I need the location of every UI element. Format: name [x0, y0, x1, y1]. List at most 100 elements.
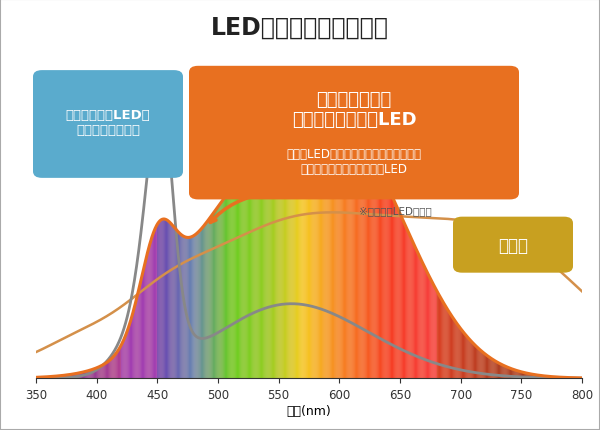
Polygon shape	[463, 332, 464, 378]
Polygon shape	[139, 288, 140, 378]
Polygon shape	[354, 126, 355, 378]
Polygon shape	[217, 207, 218, 378]
Polygon shape	[70, 375, 71, 378]
Polygon shape	[225, 197, 226, 378]
Polygon shape	[437, 291, 438, 378]
Polygon shape	[391, 194, 392, 378]
Polygon shape	[501, 364, 502, 378]
Polygon shape	[428, 274, 429, 378]
Text: コイズミ採用の
太陽光スペクトルLED: コイズミ採用の 太陽光スペクトルLED	[292, 90, 416, 129]
Polygon shape	[134, 305, 136, 378]
Text: 一般的昼光色LEDは
青色の波長が強い: 一般的昼光色LEDは 青色の波長が強い	[65, 109, 151, 136]
Polygon shape	[180, 234, 181, 378]
Polygon shape	[441, 299, 442, 378]
Polygon shape	[320, 101, 321, 378]
Polygon shape	[410, 237, 412, 378]
Polygon shape	[289, 114, 290, 378]
Polygon shape	[397, 208, 398, 378]
Polygon shape	[73, 374, 74, 378]
Polygon shape	[132, 313, 133, 378]
Polygon shape	[515, 370, 517, 378]
Polygon shape	[245, 168, 247, 378]
Polygon shape	[248, 165, 249, 378]
Polygon shape	[288, 115, 289, 378]
Polygon shape	[413, 242, 414, 378]
Polygon shape	[539, 375, 541, 378]
Polygon shape	[383, 178, 385, 378]
Polygon shape	[121, 344, 122, 378]
Polygon shape	[244, 171, 245, 378]
Polygon shape	[83, 372, 84, 378]
Polygon shape	[454, 320, 455, 378]
Polygon shape	[153, 233, 154, 378]
Polygon shape	[194, 235, 196, 378]
Polygon shape	[259, 150, 260, 378]
Polygon shape	[419, 256, 421, 378]
Polygon shape	[61, 376, 62, 378]
Polygon shape	[513, 369, 514, 378]
Polygon shape	[68, 375, 69, 378]
Polygon shape	[140, 283, 141, 378]
Polygon shape	[508, 367, 509, 378]
Polygon shape	[443, 302, 445, 378]
Polygon shape	[478, 348, 479, 378]
Polygon shape	[77, 373, 79, 378]
Polygon shape	[462, 330, 463, 378]
Polygon shape	[415, 247, 416, 378]
Polygon shape	[239, 177, 240, 378]
Polygon shape	[388, 187, 389, 378]
Polygon shape	[275, 129, 276, 378]
Polygon shape	[101, 366, 103, 378]
Polygon shape	[269, 136, 271, 378]
Polygon shape	[509, 368, 510, 378]
Polygon shape	[499, 363, 500, 378]
Polygon shape	[177, 230, 178, 378]
Polygon shape	[342, 113, 343, 378]
Polygon shape	[136, 297, 137, 378]
Polygon shape	[226, 195, 227, 378]
Polygon shape	[326, 103, 328, 378]
Polygon shape	[295, 110, 296, 378]
Polygon shape	[166, 220, 167, 378]
Polygon shape	[205, 224, 206, 378]
Polygon shape	[325, 103, 326, 378]
Polygon shape	[318, 101, 319, 378]
Polygon shape	[141, 278, 142, 378]
Polygon shape	[196, 234, 197, 378]
Polygon shape	[364, 141, 365, 378]
Polygon shape	[352, 123, 353, 378]
Polygon shape	[58, 376, 59, 378]
Polygon shape	[253, 157, 254, 378]
Polygon shape	[406, 227, 407, 378]
Polygon shape	[156, 226, 157, 378]
Polygon shape	[286, 117, 287, 378]
Polygon shape	[43, 377, 44, 378]
Polygon shape	[120, 346, 121, 378]
Polygon shape	[79, 373, 80, 378]
Polygon shape	[484, 353, 485, 378]
Polygon shape	[50, 377, 51, 378]
Polygon shape	[337, 109, 338, 378]
Polygon shape	[48, 377, 49, 378]
Polygon shape	[498, 362, 499, 378]
Polygon shape	[211, 216, 212, 378]
Polygon shape	[334, 107, 335, 378]
Polygon shape	[355, 128, 356, 378]
Polygon shape	[56, 376, 57, 378]
Polygon shape	[297, 108, 298, 378]
Polygon shape	[107, 362, 108, 378]
Polygon shape	[161, 220, 163, 378]
Polygon shape	[555, 377, 556, 378]
Polygon shape	[550, 377, 551, 378]
Polygon shape	[276, 128, 277, 378]
Polygon shape	[233, 184, 235, 378]
Polygon shape	[362, 139, 364, 378]
Polygon shape	[94, 369, 95, 378]
Polygon shape	[152, 236, 153, 378]
Polygon shape	[128, 328, 129, 378]
Polygon shape	[203, 226, 204, 378]
Polygon shape	[426, 270, 427, 378]
Polygon shape	[479, 349, 481, 378]
Polygon shape	[292, 112, 293, 378]
Polygon shape	[282, 122, 283, 378]
